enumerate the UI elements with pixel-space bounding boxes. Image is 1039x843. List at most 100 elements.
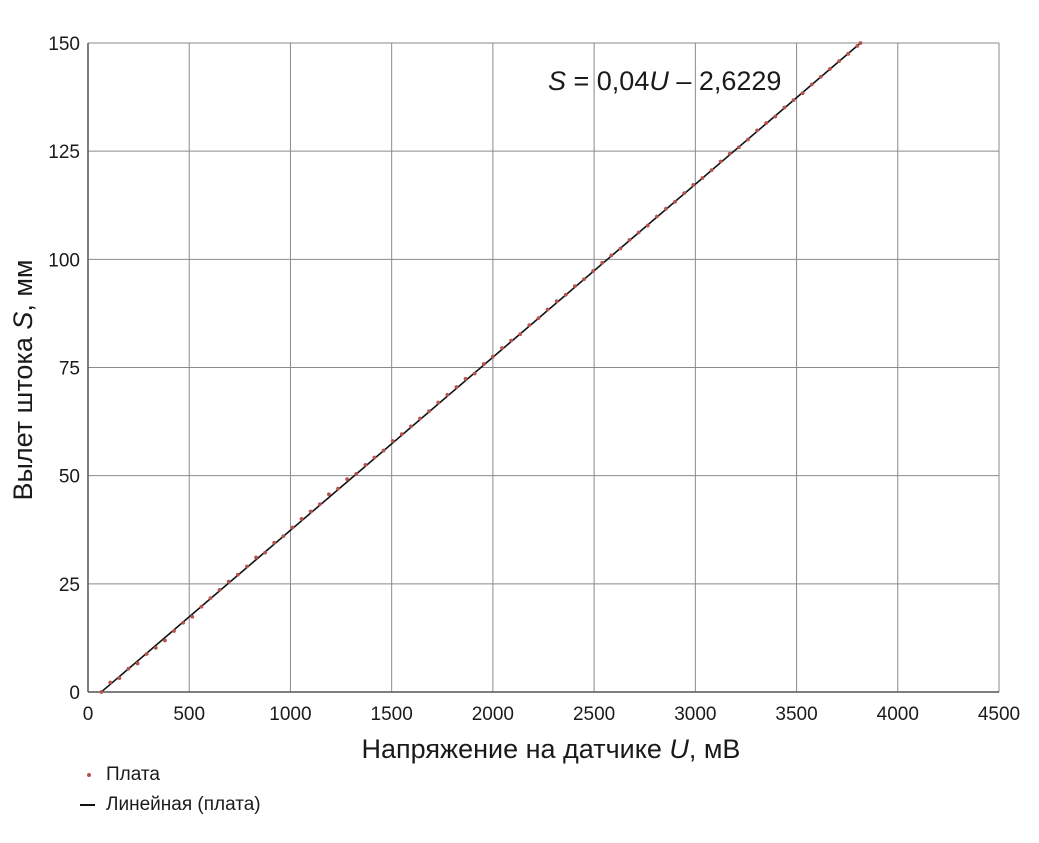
data-point: [181, 620, 186, 625]
data-point: [163, 638, 167, 643]
data-point: [572, 284, 577, 289]
data-point: [481, 362, 486, 366]
y-tick-label: 125: [48, 142, 80, 163]
x-tick-label: 1500: [371, 704, 413, 725]
legend: Плата Линейная (плата): [78, 760, 261, 820]
legend-marker-dot: [78, 769, 100, 781]
data-point: [582, 277, 586, 282]
data-point: [746, 137, 750, 142]
scatter-points: [99, 41, 863, 694]
data-point: [791, 98, 796, 103]
grid: [87, 42, 1000, 693]
data-point: [99, 690, 104, 694]
data-point: [272, 540, 277, 545]
data-point: [636, 230, 641, 235]
x-tick-label: 4500: [978, 704, 1020, 725]
data-point: [381, 448, 386, 453]
data-point: [682, 191, 687, 196]
data-point: [654, 214, 659, 219]
y-tick-labels: 0 25 50 75 100 125 150: [48, 34, 80, 704]
data-point: [345, 477, 350, 482]
data-point: [427, 409, 432, 414]
y-tick-label: 150: [48, 34, 80, 55]
data-point: [363, 462, 368, 467]
line-icon: [80, 804, 95, 806]
data-point: [172, 629, 176, 633]
data-point: [117, 676, 122, 681]
data-point: [563, 292, 568, 297]
data-point: [399, 432, 404, 437]
data-point: [828, 67, 832, 71]
data-point: [308, 509, 313, 514]
data-point: [545, 307, 550, 312]
equation-annotation: S = 0,04U – 2,6229: [548, 66, 781, 96]
data-point: [235, 572, 240, 577]
y-tick-label: 75: [59, 359, 80, 380]
data-point: [190, 614, 195, 619]
data-point: [645, 223, 650, 228]
data-point: [454, 385, 459, 389]
data-point: [317, 502, 322, 507]
data-point: [372, 455, 377, 460]
data-point: [536, 316, 541, 321]
data-point: [858, 41, 863, 45]
data-point: [527, 323, 532, 327]
data-point: [718, 159, 723, 164]
data-point: [627, 237, 632, 242]
legend-label-trendline: Линейная (плата): [106, 794, 261, 815]
legend-item-points: Плата: [78, 760, 261, 790]
data-point: [846, 51, 851, 56]
data-point: [281, 534, 286, 539]
data-point: [673, 199, 677, 204]
x-axis-title: Напряжение на датчике U, мВ: [362, 734, 741, 764]
x-tick-label: 3500: [775, 704, 817, 725]
data-point: [664, 206, 668, 211]
trend-line-layer: [100, 42, 862, 693]
data-point: [600, 260, 605, 265]
data-point: [554, 299, 559, 304]
data-point: [709, 168, 714, 173]
data-point: [126, 666, 131, 671]
data-point: [773, 114, 778, 119]
legend-label-points: Плата: [106, 764, 160, 785]
dot-icon: [87, 773, 91, 777]
data-point: [390, 439, 395, 443]
data-point: [490, 354, 495, 359]
data-point: [208, 596, 213, 601]
data-point: [290, 525, 295, 530]
legend-marker-line: [78, 799, 100, 811]
data-point: [153, 645, 158, 650]
data-point: [226, 579, 231, 584]
data-point: [591, 269, 595, 273]
data-point: [755, 128, 759, 133]
y-axis-title: Вылет штока S, мм: [8, 260, 38, 501]
data-point: [108, 680, 113, 685]
data-point: [818, 74, 823, 79]
y-tick-label: 50: [59, 467, 80, 488]
data-point: [263, 550, 268, 555]
data-point: [691, 183, 696, 187]
data-point: [764, 121, 769, 125]
x-tick-label: 2500: [573, 704, 615, 725]
data-point: [299, 517, 304, 521]
data-point: [354, 472, 359, 476]
y-tick-label: 25: [59, 575, 80, 596]
data-point: [217, 587, 222, 592]
data-point: [700, 176, 705, 180]
data-point: [463, 376, 468, 381]
x-tick-label: 1000: [269, 704, 311, 725]
data-point: [418, 416, 422, 421]
data-point: [199, 604, 204, 609]
data-point: [245, 564, 249, 569]
legend-item-trendline: Линейная (плата): [78, 790, 261, 820]
data-point: [736, 145, 741, 150]
x-tick-label: 3000: [674, 704, 716, 725]
data-point: [327, 492, 331, 497]
data-point: [837, 59, 841, 64]
data-point: [782, 105, 787, 110]
data-point: [800, 91, 805, 96]
data-point: [509, 338, 514, 343]
data-point: [445, 392, 450, 397]
data-point: [809, 82, 814, 87]
